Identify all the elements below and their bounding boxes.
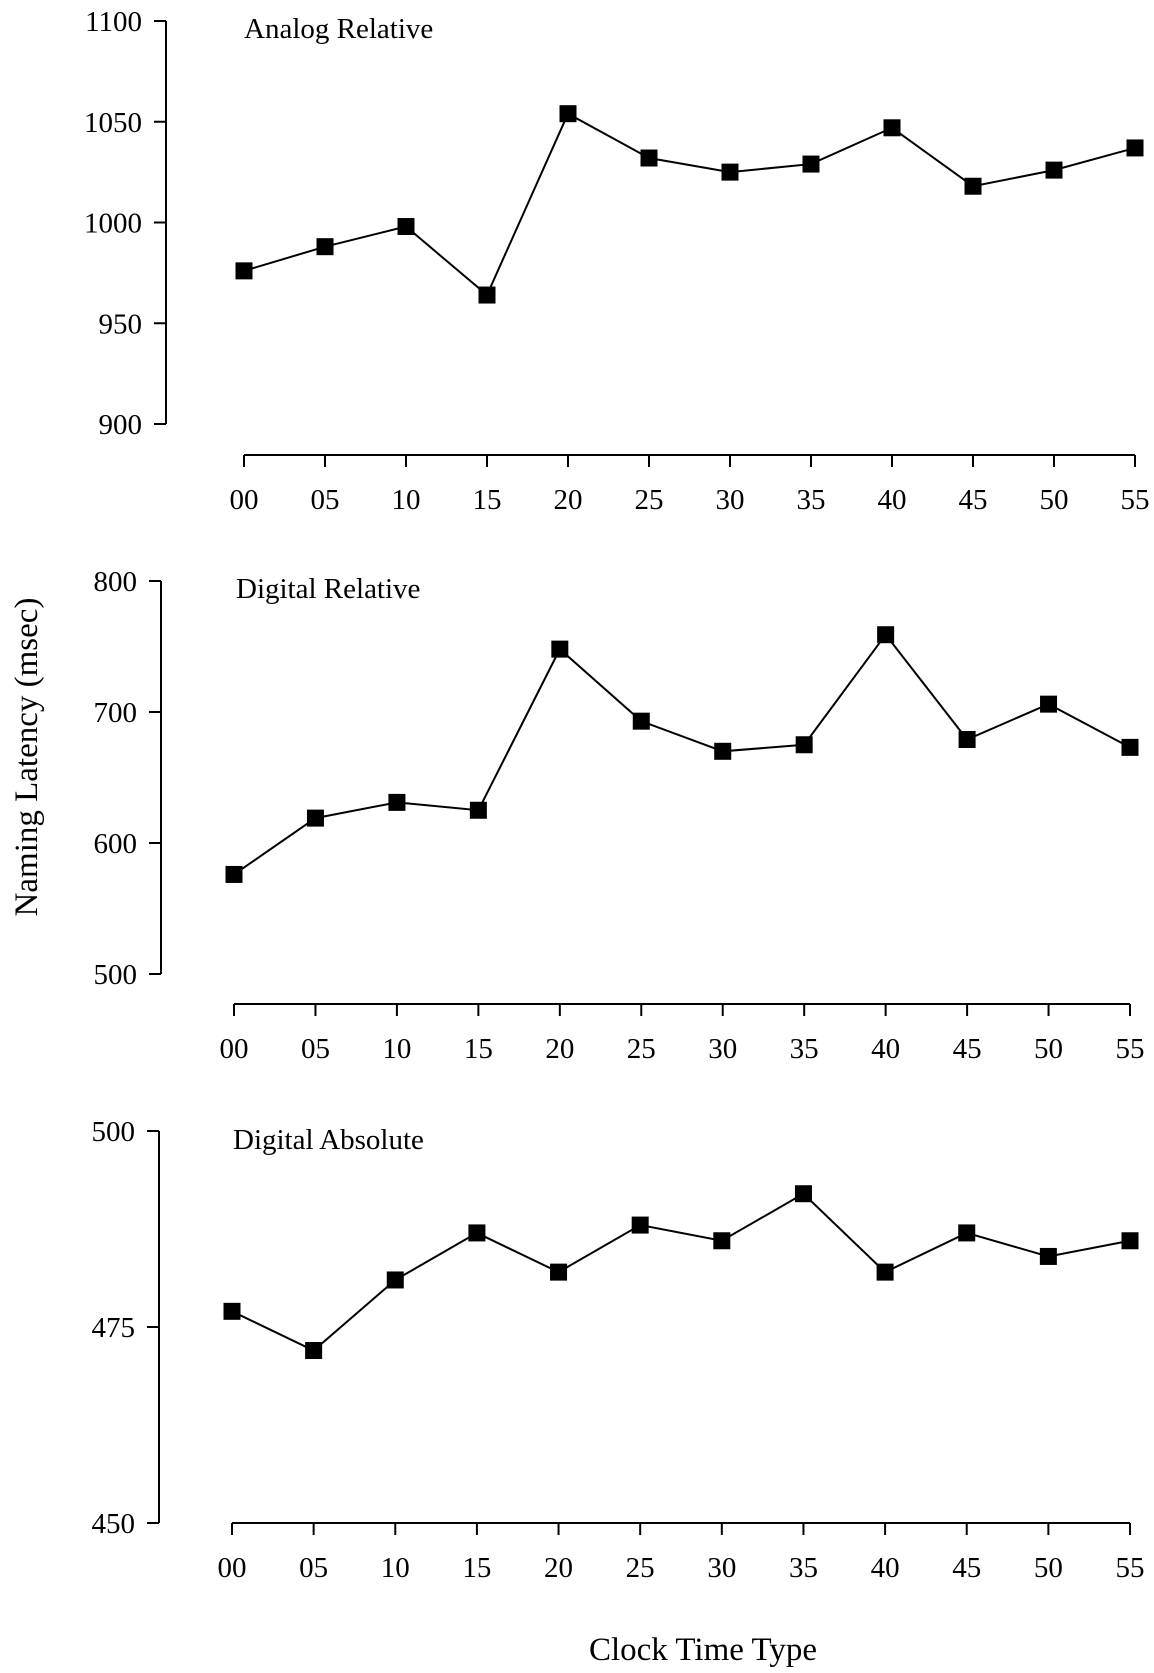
data-point bbox=[478, 286, 496, 304]
x-tick-label: 30 bbox=[708, 1033, 737, 1065]
y-tick-label: 1050 bbox=[84, 107, 142, 139]
x-tick-label: 10 bbox=[381, 1552, 410, 1584]
x-tick-label: 35 bbox=[789, 1552, 818, 1584]
series-line bbox=[243, 112, 1136, 297]
x-tick-label: 45 bbox=[959, 484, 988, 516]
data-point bbox=[958, 731, 976, 749]
y-tick-label: 475 bbox=[92, 1312, 136, 1344]
y-tick-label: 950 bbox=[99, 308, 143, 340]
series-line bbox=[233, 633, 1131, 876]
x-tick-label: 40 bbox=[871, 1552, 900, 1584]
x-tick-label: 45 bbox=[953, 1033, 982, 1065]
data-point bbox=[468, 1224, 486, 1242]
data-point bbox=[225, 865, 243, 883]
data-point bbox=[550, 1263, 568, 1281]
data-point bbox=[386, 1271, 404, 1289]
chart-panel: Analog Relative 900 950 1000 1050 1100 00 05 10 1… bbox=[84, 6, 1150, 516]
data-point bbox=[876, 1263, 894, 1281]
x-tick-label: 55 bbox=[1121, 484, 1150, 516]
x-tick-label: 05 bbox=[299, 1552, 328, 1584]
data-point bbox=[1040, 695, 1058, 713]
data-point bbox=[964, 177, 982, 195]
data-point bbox=[1039, 1247, 1057, 1265]
x-tick-label: 35 bbox=[797, 484, 826, 516]
x-tick-label: 10 bbox=[392, 484, 421, 516]
x-tick-label: 20 bbox=[544, 1552, 573, 1584]
y-tick-label: 1100 bbox=[85, 6, 142, 38]
data-point bbox=[795, 736, 813, 754]
data-point bbox=[469, 801, 487, 819]
x-tick-label: 30 bbox=[716, 484, 745, 516]
data-point bbox=[632, 712, 650, 730]
x-tick-label: 15 bbox=[473, 484, 502, 516]
x-tick-label: 30 bbox=[707, 1552, 736, 1584]
data-point bbox=[388, 793, 406, 811]
y-tick-label: 700 bbox=[94, 697, 138, 729]
y-tick-label: 600 bbox=[94, 828, 138, 860]
x-tick-label: 40 bbox=[871, 1033, 900, 1065]
data-point bbox=[316, 238, 334, 256]
y-axis-title: Naming Latency (msec) bbox=[9, 598, 45, 917]
x-tick-label: 05 bbox=[301, 1033, 330, 1065]
data-point bbox=[714, 742, 732, 760]
y-tick-label: 500 bbox=[92, 1116, 136, 1148]
x-tick-label: 50 bbox=[1040, 484, 1069, 516]
data-point bbox=[1121, 738, 1139, 756]
data-point bbox=[306, 809, 324, 827]
x-tick-label: 00 bbox=[220, 1033, 249, 1065]
data-point bbox=[640, 149, 658, 167]
data-point bbox=[235, 262, 253, 280]
x-tick-label: 10 bbox=[382, 1033, 411, 1065]
x-tick-label: 50 bbox=[1034, 1552, 1063, 1584]
panel-title: Digital Absolute bbox=[233, 1124, 424, 1156]
x-tick-label: 05 bbox=[311, 484, 340, 516]
x-tick-label: 35 bbox=[790, 1033, 819, 1065]
y-tick-label: 800 bbox=[94, 566, 138, 598]
data-point bbox=[631, 1216, 649, 1234]
data-point bbox=[559, 105, 577, 123]
x-tick-label: 40 bbox=[878, 484, 907, 516]
x-tick-label: 20 bbox=[554, 484, 583, 516]
data-point bbox=[877, 626, 895, 644]
x-tick-label: 55 bbox=[1116, 1033, 1145, 1065]
data-point bbox=[223, 1302, 241, 1320]
x-tick-label: 15 bbox=[462, 1552, 491, 1584]
panel-title: Analog Relative bbox=[244, 13, 433, 45]
data-point bbox=[1045, 161, 1063, 179]
chart-panel: Digital Relative 500 600 700 800 00 05 10 15 20 25… bbox=[94, 566, 1145, 1065]
x-tick-label: 55 bbox=[1116, 1552, 1145, 1584]
data-point bbox=[1121, 1232, 1139, 1250]
x-tick-label: 25 bbox=[626, 1552, 655, 1584]
x-axis-title: Clock Time Type bbox=[589, 1632, 817, 1668]
data-point bbox=[802, 155, 820, 173]
x-tick-label: 45 bbox=[952, 1552, 981, 1584]
chart-panel: Digital Absolute 450 475 500 00 05 10 15 20 25 30 3… bbox=[92, 1116, 1145, 1584]
data-point bbox=[883, 119, 901, 137]
data-point bbox=[397, 218, 415, 236]
data-point bbox=[794, 1185, 812, 1203]
y-tick-label: 500 bbox=[94, 959, 138, 991]
data-point bbox=[305, 1342, 323, 1360]
y-tick-label: 1000 bbox=[84, 208, 142, 240]
data-point bbox=[713, 1232, 731, 1250]
series-line bbox=[231, 1192, 1131, 1352]
data-point bbox=[721, 163, 739, 181]
panel-title: Digital Relative bbox=[236, 573, 420, 605]
x-tick-label: 00 bbox=[230, 484, 259, 516]
y-tick-label: 450 bbox=[92, 1508, 136, 1540]
y-tick-label: 900 bbox=[99, 409, 143, 441]
data-point bbox=[958, 1224, 976, 1242]
x-tick-label: 50 bbox=[1034, 1033, 1063, 1065]
data-point bbox=[551, 640, 569, 658]
x-tick-label: 20 bbox=[545, 1033, 574, 1065]
data-point bbox=[1126, 139, 1144, 157]
x-tick-label: 15 bbox=[464, 1033, 493, 1065]
x-tick-label: 00 bbox=[218, 1552, 247, 1584]
x-tick-label: 25 bbox=[635, 484, 664, 516]
x-tick-label: 25 bbox=[627, 1033, 656, 1065]
